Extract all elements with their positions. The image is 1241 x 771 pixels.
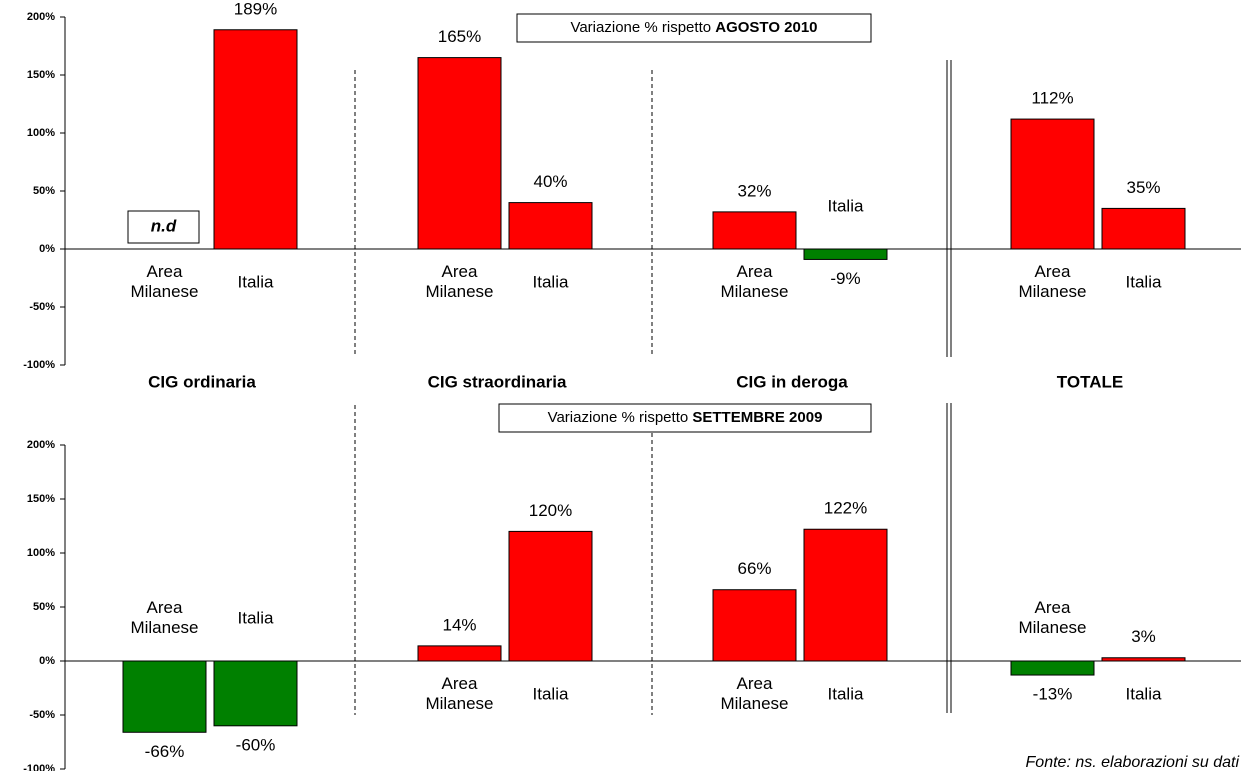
value-label: 112%	[1031, 89, 1073, 108]
value-label: 189%	[234, 0, 277, 18]
category-label: Area Milanese	[720, 674, 788, 713]
category-label: Italia	[533, 684, 569, 703]
bar	[508, 202, 593, 250]
value-label: -60%	[236, 735, 276, 754]
value-label: 14%	[442, 615, 476, 634]
title-text: Variazione % rispetto	[548, 409, 689, 426]
y-tick-label: -50%	[29, 301, 55, 313]
y-tick-label: 50%	[33, 185, 55, 197]
chart-title: Variazione % rispetto SETTEMBRE 2009	[548, 409, 823, 426]
bar	[122, 660, 207, 733]
y-tick-label: 200%	[27, 11, 55, 23]
y-tick-label: 100%	[27, 127, 55, 139]
group-label: CIG ordinaria	[148, 372, 256, 391]
category-label: Area Milanese	[425, 262, 493, 301]
y-tick-label: 200%	[27, 439, 55, 451]
group-label: CIG in deroga	[736, 372, 848, 391]
value-label: 35%	[1126, 178, 1160, 197]
category-label: Italia	[1126, 684, 1162, 703]
category-label: Italia	[828, 196, 864, 215]
value-label: 165%	[438, 27, 481, 46]
value-label: 122%	[824, 499, 867, 518]
bar	[1101, 207, 1186, 250]
value-label: -13%	[1033, 685, 1073, 704]
y-tick-label: 50%	[33, 601, 55, 613]
category-label: Italia	[238, 272, 274, 291]
bar	[508, 530, 593, 662]
chart-title: Variazione % rispetto AGOSTO 2010	[570, 19, 817, 36]
category-label: Area Milanese	[130, 262, 198, 301]
y-tick-label: 0%	[39, 655, 55, 667]
value-label: -9%	[830, 269, 860, 288]
bar	[213, 29, 298, 250]
bar	[803, 248, 888, 260]
value-label: 32%	[737, 181, 771, 200]
value-label: n.d	[151, 216, 177, 235]
group-label: CIG straordinaria	[428, 372, 567, 391]
y-tick-label: -50%	[29, 709, 55, 721]
bar	[1010, 118, 1095, 250]
bar	[803, 528, 888, 662]
category-label: Italia	[828, 684, 864, 703]
title-bold: AGOSTO 2010	[715, 19, 817, 36]
bar	[712, 211, 797, 250]
category-label: Italia	[238, 608, 274, 627]
y-tick-label: 0%	[39, 243, 55, 255]
y-tick-label: 150%	[27, 69, 55, 81]
y-tick-label: -100%	[23, 359, 55, 371]
y-tick-label: -100%	[23, 763, 55, 771]
category-label: Area Milanese	[1018, 262, 1086, 301]
value-label: 120%	[529, 501, 572, 520]
category-label: Area Milanese	[720, 262, 788, 301]
category-label: Area Milanese	[425, 674, 493, 713]
source-note: Fonte: ns. elaborazioni su dati	[1026, 754, 1240, 771]
group-label: TOTALE	[1057, 372, 1123, 391]
y-tick-label: 100%	[27, 547, 55, 559]
value-label: 66%	[737, 559, 771, 578]
title-box	[498, 403, 872, 433]
bar	[712, 589, 797, 662]
y-tick-label: 150%	[27, 493, 55, 505]
value-label: 40%	[533, 172, 567, 191]
nd-box	[127, 210, 200, 244]
bar	[1010, 660, 1095, 676]
bar	[417, 645, 502, 662]
category-label: Area Milanese	[1018, 598, 1086, 637]
title-bold: SETTEMBRE 2009	[692, 409, 822, 426]
category-label: Area Milanese	[130, 598, 198, 637]
category-label: Italia	[533, 272, 569, 291]
bar	[417, 57, 502, 250]
bar	[1101, 657, 1186, 662]
title-text: Variazione % rispetto	[570, 19, 711, 36]
value-label: 3%	[1131, 627, 1156, 646]
bar	[213, 660, 298, 727]
title-box	[516, 13, 872, 43]
category-label: Italia	[1126, 272, 1162, 291]
dividers	[354, 60, 952, 715]
value-label: -66%	[145, 742, 185, 761]
